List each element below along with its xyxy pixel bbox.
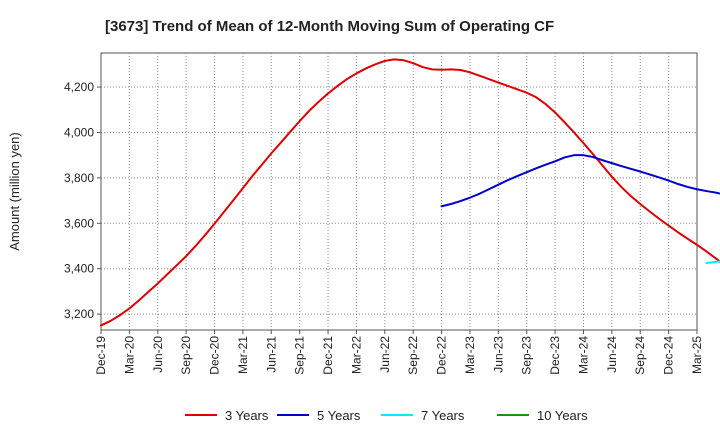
y-axis: 3,200 3,400 3,600 3,800 4,000 4,200 (64, 80, 101, 321)
x-tick-label: Dec-24 (662, 336, 676, 375)
x-tick-label: Sep-21 (293, 336, 307, 375)
x-tick-label: Jun-22 (378, 336, 392, 373)
x-tick-label: Sep-22 (406, 336, 420, 375)
y-tick-label: 3,800 (64, 171, 94, 185)
x-tick-label: Mar-24 (576, 336, 590, 374)
x-tick-label: Sep-24 (633, 336, 647, 375)
series-line-7-years (705, 260, 720, 265)
y-tick-label: 4,200 (64, 80, 94, 94)
y-tick-label: 3,600 (64, 216, 94, 230)
x-tick-label: Jun-20 (151, 336, 165, 373)
series-line-3-years (100, 58, 720, 327)
y-tick-label: 4,000 (64, 125, 94, 139)
x-tick-label: Mar-21 (236, 336, 250, 374)
chart-title: [3673] Trend of Mean of 12-Month Moving … (105, 18, 554, 35)
grid (101, 53, 697, 330)
x-tick-label: Dec-22 (435, 336, 449, 375)
x-tick-label: Jun-21 (264, 336, 278, 373)
x-tick-label: Mar-20 (122, 336, 136, 374)
series-line-5-years (440, 154, 720, 208)
x-axis: Dec-19 Mar-20 Jun-20 Sep-20 Dec-20 Mar-21 Jun-… (94, 330, 704, 375)
x-tick-label: Sep-20 (179, 336, 193, 375)
x-tick-label: Mar-23 (463, 336, 477, 374)
x-tick-label: Sep-23 (520, 336, 534, 375)
series-lines (100, 58, 720, 327)
y-tick-label: 3,400 (64, 262, 94, 276)
plot-area (100, 52, 698, 331)
y-tick-label: 3,200 (64, 307, 94, 321)
x-tick-label: Mar-25 (690, 336, 704, 374)
x-tick-label: Dec-23 (548, 336, 562, 375)
legend-label-5-years: 5 Years (317, 408, 361, 423)
x-tick-label: Dec-21 (321, 336, 335, 375)
legend: 3 Years 5 Years 7 Years 10 Years (185, 408, 588, 423)
x-tick-label: Dec-19 (94, 336, 108, 375)
x-tick-label: Mar-22 (349, 336, 363, 374)
x-tick-label: Jun-23 (491, 336, 505, 373)
legend-label-7-years: 7 Years (421, 408, 465, 423)
legend-label-3-years: 3 Years (225, 408, 269, 423)
y-axis-label: Amount (million yen) (7, 132, 22, 251)
x-tick-label: Dec-20 (208, 336, 222, 375)
x-tick-label: Jun-24 (605, 336, 619, 373)
legend-label-10-years: 10 Years (537, 408, 588, 423)
